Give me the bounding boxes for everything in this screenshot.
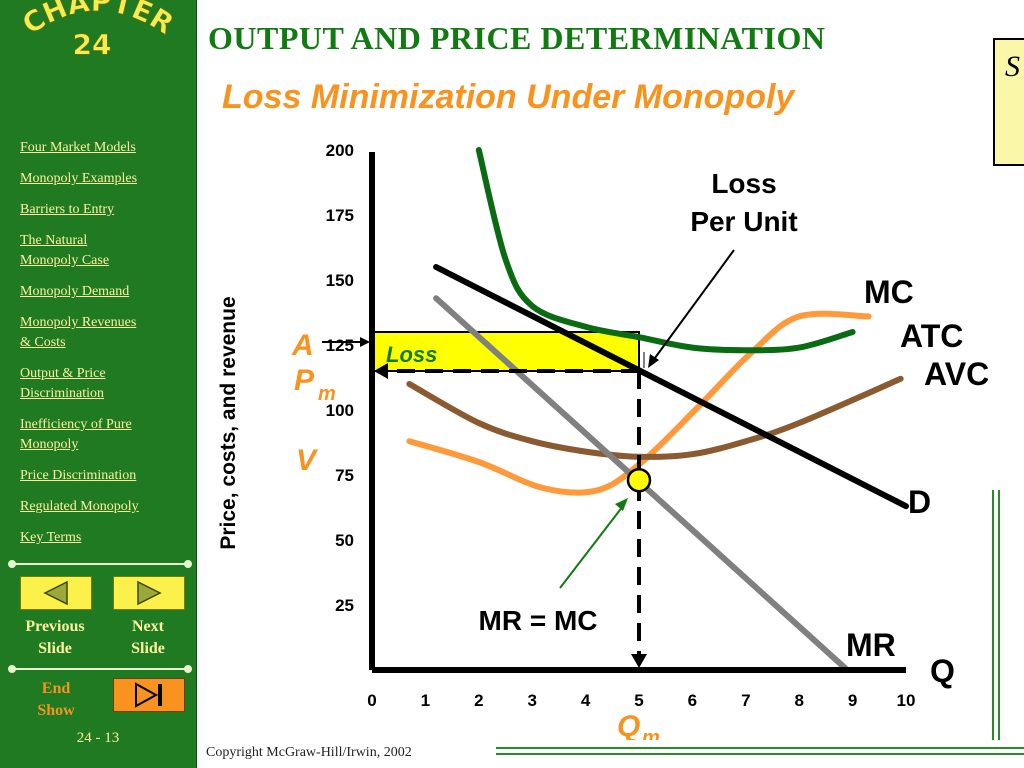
sidebar-item[interactable]: Regulated Monopoly <box>20 499 139 514</box>
chapter-number: 24 <box>73 28 112 61</box>
x-tick-label: 3 <box>527 691 536 710</box>
triangle-left-icon <box>43 580 68 606</box>
series-label-mr: MR <box>846 627 896 663</box>
next-slide-label[interactable]: Next Slide <box>131 618 165 657</box>
series-label-atc: ATC <box>900 318 963 354</box>
loss-per-unit-label: Loss Per Unit <box>690 168 797 237</box>
series-line-d <box>433 264 909 510</box>
series-label-d: D <box>908 484 931 520</box>
decorative-frame-bottom <box>496 747 1024 755</box>
equilibrium-point <box>626 467 652 493</box>
chapter-badge: CHAPTER 24 <box>16 0 180 61</box>
end-show-button[interactable] <box>113 678 185 712</box>
copyright: Copyright McGraw-Hill/Irwin, 2002 <box>206 745 412 760</box>
page-subtitle: Loss Minimization Under Monopoly <box>222 78 795 116</box>
arrow-right-icon <box>360 337 370 347</box>
x-tick-label: 5 <box>634 691 643 710</box>
slide-number: 24 - 13 <box>76 730 120 746</box>
series-label-mc: MC <box>864 274 914 310</box>
x-tick-label: 7 <box>741 691 750 710</box>
label-p-sub: m <box>318 383 336 405</box>
y-tick-label: 125 <box>326 336 354 355</box>
series-line-avc <box>406 375 904 460</box>
y-tick-label: 175 <box>326 206 354 225</box>
previous-slide-button[interactable] <box>20 576 92 610</box>
series-line-atc <box>475 147 856 354</box>
label-v: V <box>296 444 319 477</box>
pointer-line <box>559 505 624 589</box>
y-tick-label: 75 <box>335 466 354 485</box>
page-title: OUTPUT AND PRICE DETERMINATION <box>208 20 826 56</box>
previous-slide-label[interactable]: Previous Slide <box>25 618 85 657</box>
loss-per-unit-line: Per Unit <box>690 206 797 237</box>
sidebar-nav: Four Market Models Monopoly Examples Barri… <box>20 138 192 559</box>
sidebar-item[interactable]: Inefficiency of Pure Monopoly <box>20 417 132 452</box>
sidebar-item[interactable]: Key Terms <box>20 530 82 545</box>
sidebar-item[interactable]: Monopoly Demand <box>20 284 130 299</box>
sidebar: CHAPTER 24 Four Market Models Monopoly Ex… <box>0 0 197 768</box>
divider <box>8 665 192 673</box>
decorative-frame <box>992 490 1000 740</box>
sidebar-item[interactable]: Monopoly Examples <box>20 171 138 186</box>
x-tick-label: 8 <box>794 691 803 710</box>
pointer-line <box>651 249 735 363</box>
series-label-avc: AVC <box>924 356 989 392</box>
sidebar-item[interactable]: The Natural Monopoly Case <box>20 233 110 268</box>
end-show-label[interactable]: End Show <box>37 680 75 719</box>
side-box-letter: S <box>1005 50 1020 83</box>
chart: 0 1 2 3 4 5 6 7 8 9 10 25 50 75 100 125 150 175 200 Price,… <box>217 141 1000 740</box>
y-tick-label: 150 <box>326 271 354 290</box>
arrow-down-icon <box>631 654 647 668</box>
divider <box>8 560 192 568</box>
y-tick-label: 25 <box>335 596 354 615</box>
y-axis-label: Price, costs, and revenue <box>217 296 240 549</box>
label-q-sub: m <box>642 727 660 740</box>
loss-label: Loss <box>386 342 437 367</box>
end-show-icon <box>135 682 162 708</box>
sidebar-item[interactable]: Monopoly Revenues & Costs <box>20 315 137 350</box>
triangle-right-icon <box>137 580 162 606</box>
y-tick-label: 200 <box>326 141 354 160</box>
sidebar-item[interactable]: Price Discrimination <box>20 468 137 483</box>
arrow-icon <box>648 354 659 368</box>
x-tick-label: 1 <box>421 691 430 710</box>
sidebar-item[interactable]: Four Market Models <box>20 140 136 155</box>
mr-mc-label: MR = MC <box>479 605 598 636</box>
label-q: Q <box>617 710 640 740</box>
arrow-icon <box>615 498 628 511</box>
loss-per-unit-line: Loss <box>711 168 776 199</box>
label-p: P <box>294 364 315 397</box>
x-tick-label: 2 <box>474 691 483 710</box>
y-tick-label: 100 <box>326 401 354 420</box>
sidebar-item[interactable]: Barriers to Entry <box>20 202 115 217</box>
arrow-left-icon <box>374 363 388 379</box>
next-slide-button[interactable] <box>113 576 185 610</box>
label-a: A <box>291 329 314 362</box>
y-tick-label: 50 <box>335 531 354 550</box>
x-tick-label: 6 <box>688 691 697 710</box>
x-tick-label: 4 <box>581 691 591 710</box>
x-axis-letter: Q <box>930 653 955 689</box>
x-tick-label: 9 <box>848 691 857 710</box>
x-tick-label: 10 <box>897 691 916 710</box>
x-tick-label: 0 <box>367 691 376 710</box>
side-box: S <box>993 38 1024 166</box>
sidebar-item[interactable]: Output & Price Discrimination <box>20 366 106 401</box>
